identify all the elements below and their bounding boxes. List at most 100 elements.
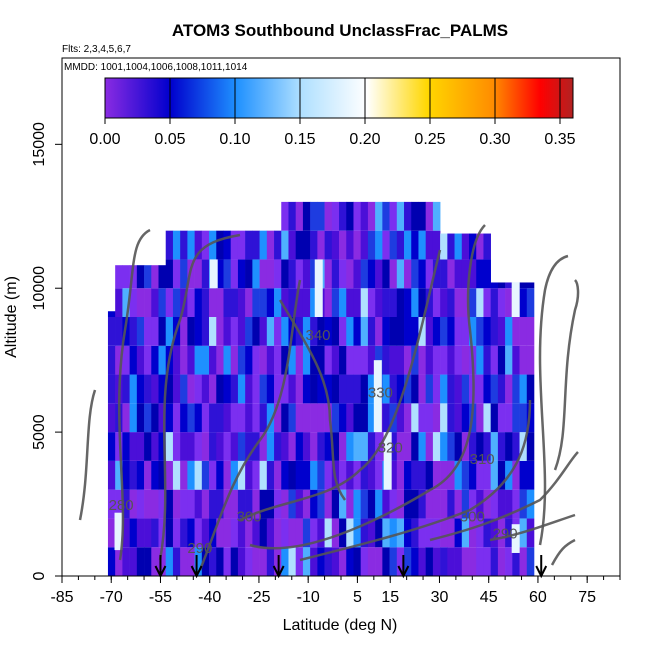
heatmap-cell [519, 374, 528, 404]
heatmap-cell [519, 345, 528, 375]
heatmap-cell [373, 360, 382, 433]
heatmap-cell [194, 460, 203, 490]
heatmap-cell [317, 460, 325, 490]
heatmap-cell [230, 547, 239, 576]
heatmap-cell [324, 230, 333, 260]
heatmap-cell [526, 460, 535, 490]
heatmap-cell [454, 432, 463, 461]
heatmap-cell [490, 547, 499, 576]
heatmap-cell [339, 489, 347, 519]
heatmap-cell [360, 317, 369, 346]
heatmap-cell [151, 403, 159, 433]
heatmap-cell [295, 547, 304, 576]
heatmap-cell [187, 489, 195, 519]
heatmap-cell [180, 432, 188, 461]
heatmap-cell [180, 345, 188, 375]
heatmap-cell [310, 230, 318, 260]
heatmap-cell [396, 403, 405, 433]
heatmap-cell [165, 489, 174, 519]
heatmap-cell [389, 345, 398, 375]
heatmap-cell [209, 230, 217, 260]
heatmap-cell [259, 432, 268, 461]
heatmap-cell [158, 547, 167, 576]
heatmap-cell [461, 374, 470, 404]
heatmap-cell [266, 518, 275, 548]
heatmap-cell [310, 403, 318, 433]
contour-label: 340 [306, 327, 331, 344]
heatmap-cell [447, 432, 455, 461]
heatmap-cell [115, 432, 123, 461]
y-tick-label: 0 [31, 571, 48, 580]
heatmap-cell [201, 288, 210, 317]
heatmap-cell [476, 374, 484, 404]
heatmap-cell [187, 403, 195, 433]
heatmap-cell [331, 288, 340, 317]
heatmap-cell [172, 374, 181, 404]
heatmap-cell [223, 288, 232, 317]
heatmap-cell [245, 460, 253, 490]
heatmap-cell [367, 345, 376, 375]
heatmap-cell [353, 547, 361, 576]
heatmap-cell [288, 518, 297, 548]
heatmap-cell [497, 282, 506, 289]
heatmap-cell [209, 259, 218, 289]
heatmap-cell [274, 317, 282, 346]
contour-label: 290 [493, 526, 518, 543]
heatmap-cell [360, 259, 369, 289]
heatmap-cell [122, 288, 130, 317]
heatmap-cell [122, 265, 130, 289]
heatmap-cell [375, 288, 383, 317]
heatmap-cell [252, 403, 260, 433]
heatmap-cell [172, 345, 181, 375]
heatmap-cell [454, 317, 463, 346]
heatmap-cell [165, 288, 174, 317]
heatmap-cell [339, 201, 347, 231]
heatmap-cell [461, 288, 470, 317]
heatmap-cell [252, 259, 260, 289]
heatmap-cell [346, 345, 354, 375]
heatmap-cell [201, 460, 210, 490]
heatmap-cell [418, 345, 426, 375]
heatmap-cell [497, 403, 506, 433]
heatmap-cell [389, 518, 398, 548]
heatmap-cell [331, 201, 340, 231]
heatmap-cell [505, 374, 513, 404]
heatmap-cell [245, 547, 253, 576]
heatmap-cell [324, 374, 333, 404]
heatmap-cell [194, 374, 203, 404]
heatmap-cell [136, 547, 145, 576]
heatmap-cell [490, 518, 499, 548]
heatmap-cell [389, 374, 398, 404]
heatmap-cell [209, 288, 217, 317]
heatmap-cell [259, 460, 268, 490]
heatmap-cell [440, 518, 448, 548]
heatmap-cell [360, 547, 369, 576]
heatmap-cell [129, 518, 138, 548]
heatmap-cell [389, 547, 398, 576]
heatmap-cell [360, 460, 369, 490]
colorbar: 0.00 0.05 0.10 0.15 0.20 0.25 0.30 0.35 [89, 77, 576, 148]
heatmap-cell [324, 547, 333, 576]
heatmap-cell [447, 489, 455, 519]
heatmap-cell [223, 403, 232, 433]
heatmap-cell [158, 518, 167, 548]
heatmap-cell [259, 230, 268, 260]
heatmap-cell [259, 518, 268, 548]
heatmap-cell [180, 460, 188, 490]
heatmap-cell [216, 489, 224, 519]
heatmap-cell [129, 317, 138, 346]
heatmap-cell [353, 460, 361, 490]
heatmap-cell [497, 374, 506, 404]
heatmap-cell [367, 374, 376, 404]
heatmap-cell [180, 403, 188, 433]
heatmap-cell [353, 288, 361, 317]
heatmap-cell [180, 317, 188, 346]
contour-line [299, 399, 532, 562]
heatmap-cell [310, 460, 318, 490]
heatmap-cell [259, 403, 268, 433]
heatmap-cell [432, 489, 441, 519]
heatmap-cell [331, 230, 340, 260]
heatmap-cell [237, 489, 246, 519]
heatmap-cell [172, 230, 181, 260]
heatmap-cell [266, 460, 275, 490]
